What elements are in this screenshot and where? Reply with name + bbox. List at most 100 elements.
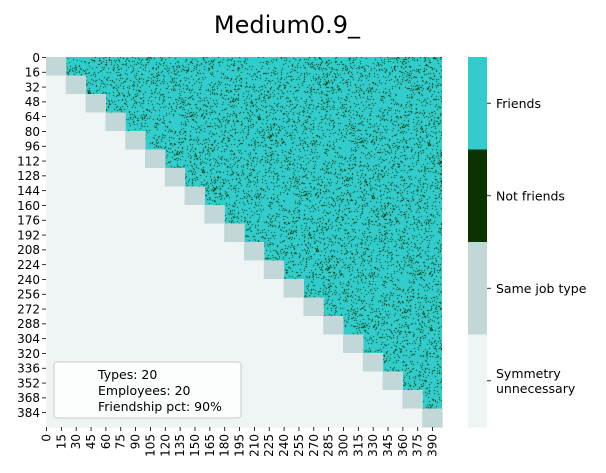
y-tick-label: 352 [17,376,40,390]
symmetry-unnecessary-cell [244,260,265,280]
x-tick-label: 105 [143,434,157,457]
x-tick-label: 75 [114,434,128,449]
symmetry-unnecessary-cell [125,316,146,336]
symmetry-unnecessary-cell [125,149,146,169]
symmetry-unnecessary-cell [85,297,106,317]
symmetry-unnecessary-cell [343,390,364,410]
symmetry-unnecessary-cell [46,75,67,95]
symmetry-unnecessary-cell [85,149,106,169]
symmetry-unnecessary-cell [244,408,265,428]
symmetry-unnecessary-cell [105,260,126,280]
colorbar: Friends Not friends Same job type Symmetry u… [468,57,587,428]
symmetry-unnecessary-cell [184,205,205,225]
symmetry-unnecessary-cell [46,186,67,206]
symmetry-unnecessary-cell [65,242,87,262]
y-axis-ticks: 0163248648096112128144160176192208224240… [17,51,46,420]
x-tick-label: 150 [188,434,202,457]
symmetry-unnecessary-cell [46,168,67,188]
symmetry-unnecessary-cell [125,279,146,299]
symmetry-unnecessary-cell [46,279,67,299]
x-tick-label: 360 [396,434,410,457]
symmetry-unnecessary-cell [263,390,285,410]
symmetry-unnecessary-cell [323,353,344,373]
symmetry-unnecessary-cell [164,186,186,206]
annotation-friendship-pct: Friendship pct: 90% [98,399,222,414]
same-job-type-cell [164,168,186,188]
symmetry-unnecessary-cell [125,334,146,354]
symmetry-unnecessary-cell [105,149,126,169]
annotation-types: Types: 20 [97,367,157,382]
symmetry-unnecessary-cell [263,279,285,299]
colorbar-label: Same job type [496,281,587,296]
symmetry-unnecessary-cell [382,408,403,428]
y-tick-label: 336 [17,362,40,376]
symmetry-unnecessary-cell [85,112,106,132]
same-job-type-cell [46,57,67,77]
symmetry-unnecessary-cell [343,408,364,428]
x-tick-label: 390 [426,434,440,457]
x-tick-label: 345 [381,434,395,457]
symmetry-unnecessary-cell [244,371,265,391]
annotation-employees: Employees: 20 [98,383,191,398]
symmetry-unnecessary-cell [323,390,344,410]
y-tick-label: 16 [25,66,40,80]
symmetry-unnecessary-cell [65,205,87,225]
symmetry-unnecessary-cell [46,112,67,132]
symmetry-unnecessary-cell [145,186,166,206]
symmetry-unnecessary-cell [184,279,205,299]
y-tick-label: 192 [17,228,40,242]
symmetry-unnecessary-cell [145,223,166,243]
colorbar-swatch [468,334,487,428]
heatmap-matrix [46,57,443,428]
symmetry-unnecessary-cell [184,297,205,317]
symmetry-unnecessary-cell [105,334,126,354]
symmetry-unnecessary-cell [46,242,67,262]
symmetry-unnecessary-cell [382,390,403,410]
symmetry-unnecessary-cell [145,334,166,354]
symmetry-unnecessary-cell [65,131,87,151]
symmetry-unnecessary-cell [263,408,285,428]
symmetry-unnecessary-cell [184,223,205,243]
symmetry-unnecessary-cell [283,353,304,373]
y-tick-label: 368 [17,391,40,405]
symmetry-unnecessary-cell [164,316,186,336]
x-tick-label: 300 [336,434,350,457]
symmetry-unnecessary-cell [263,297,285,317]
symmetry-unnecessary-cell [303,390,324,410]
colorbar-swatch [468,242,487,335]
symmetry-unnecessary-cell [125,242,146,262]
symmetry-unnecessary-cell [145,168,166,188]
same-job-type-cell [184,186,205,206]
symmetry-unnecessary-cell [303,353,324,373]
y-tick-label: 32 [25,80,40,94]
colorbar-label: Symmetry unnecessary [496,366,576,396]
symmetry-unnecessary-cell [164,297,186,317]
same-job-type-cell [263,260,285,280]
symmetry-unnecessary-cell [145,242,166,262]
symmetry-unnecessary-cell [184,242,205,262]
y-tick-label: 320 [17,347,40,361]
symmetry-unnecessary-cell [145,297,166,317]
x-tick-label: 165 [203,434,217,457]
symmetry-unnecessary-cell [263,316,285,336]
symmetry-unnecessary-cell [204,316,225,336]
x-tick-label: 315 [351,434,365,457]
x-tick-label: 375 [411,434,425,457]
symmetry-unnecessary-cell [85,316,106,336]
symmetry-unnecessary-cell [85,242,106,262]
symmetry-unnecessary-cell [105,279,126,299]
symmetry-unnecessary-cell [85,168,106,188]
same-job-type-cell [204,205,225,225]
y-tick-label: 384 [17,406,40,420]
symmetry-unnecessary-cell [145,316,166,336]
x-tick-label: 210 [247,434,261,457]
symmetry-unnecessary-cell [105,223,126,243]
same-job-type-cell [145,149,166,169]
same-job-type-cell [125,131,146,151]
x-tick-label: 330 [366,434,380,457]
symmetry-unnecessary-cell [283,334,304,354]
x-tick-label: 195 [233,434,247,457]
symmetry-unnecessary-cell [65,112,87,132]
same-job-type-cell [105,112,126,132]
